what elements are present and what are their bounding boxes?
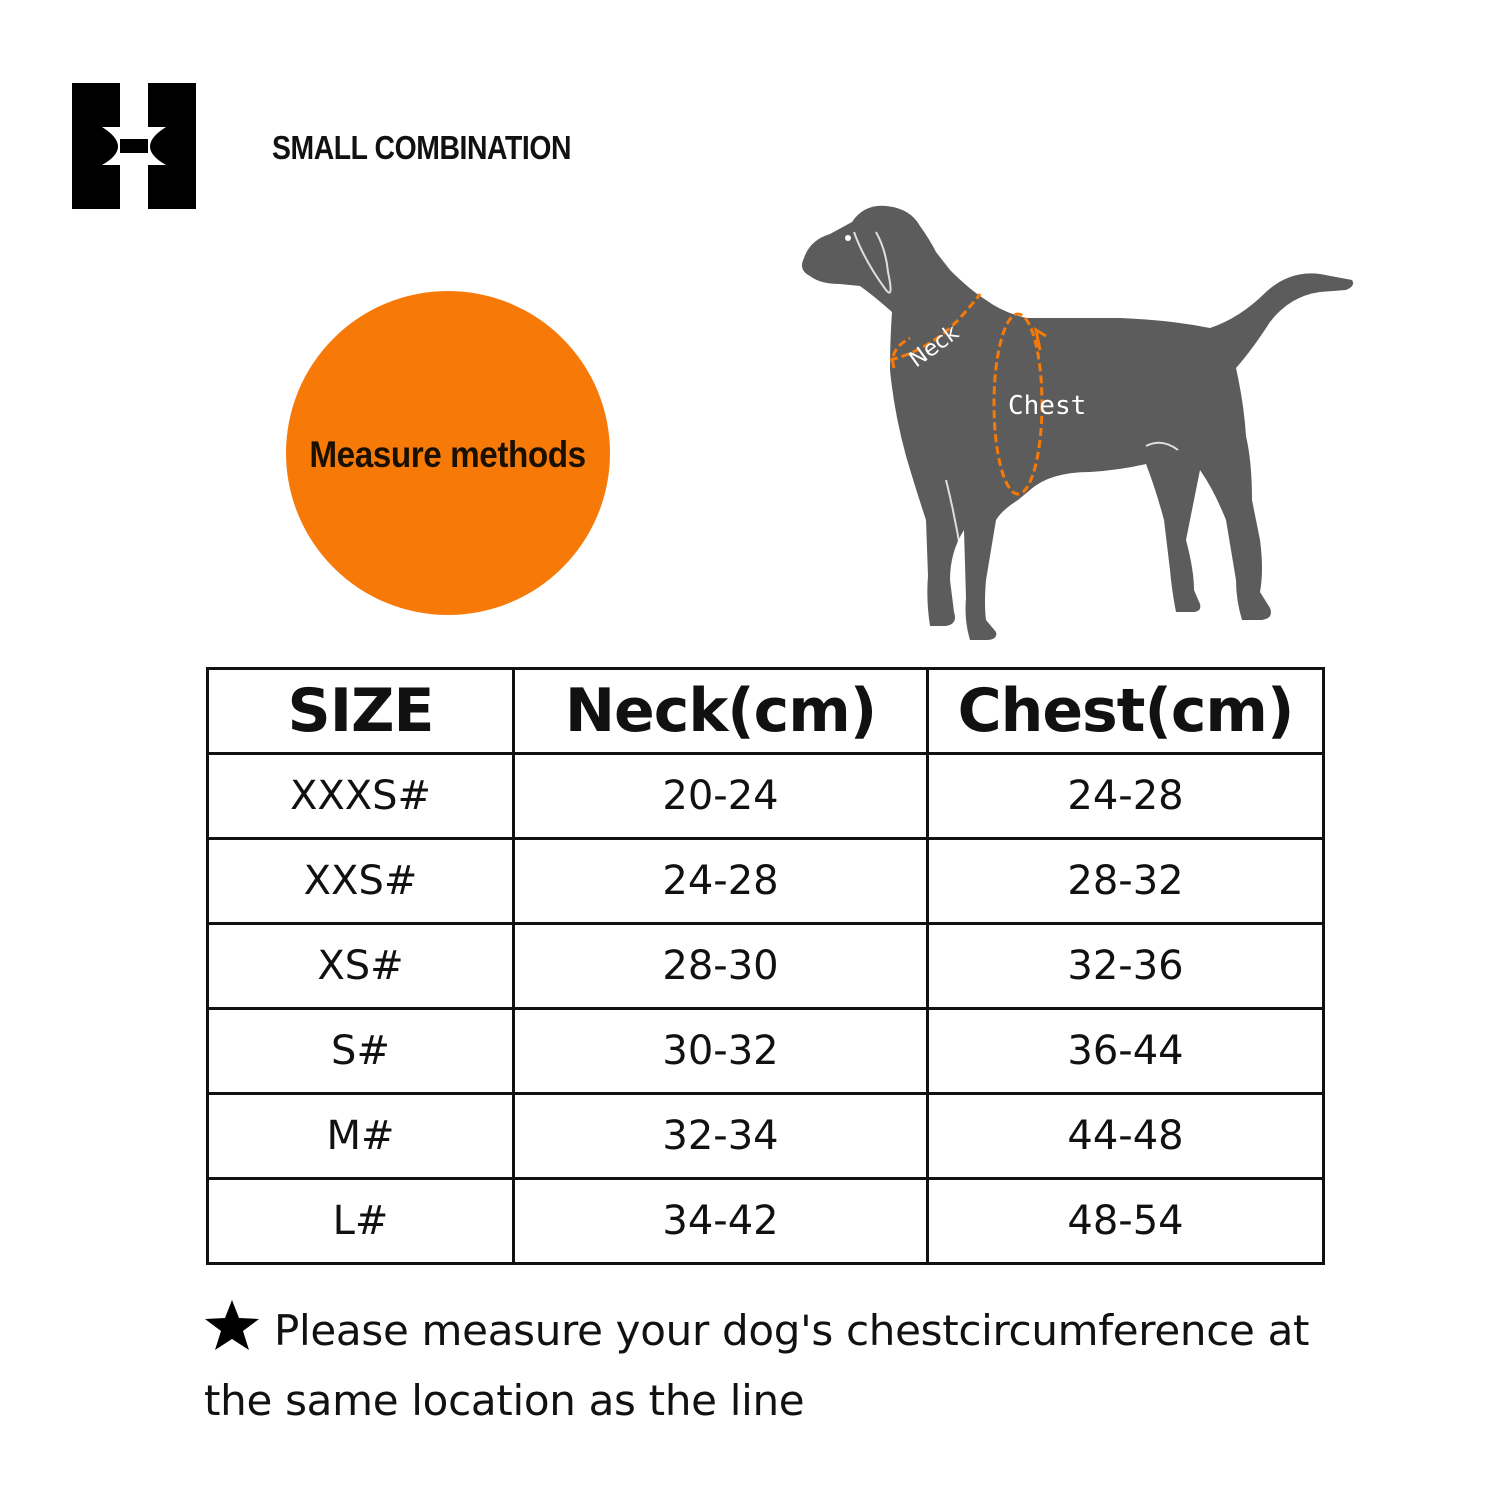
table-row: XXS# 24-28 28-32 [206, 837, 1325, 925]
table-header-row: SIZE Neck(cm) Chest(cm) [206, 667, 1325, 755]
neck-cell: 24-28 [512, 837, 929, 925]
dog-measurement-diagram: Neck Chest [802, 205, 1354, 641]
note-text: Please measure your dog's chestcircumfer… [204, 1306, 1310, 1425]
chest-cell: 44-48 [926, 1092, 1325, 1180]
brand-name: SMALL COMBINATION [272, 129, 572, 166]
chest-measure-line [992, 312, 1044, 496]
chest-cell: 36-44 [926, 1007, 1325, 1095]
neck-cell: 30-32 [512, 1007, 929, 1095]
neck-cell: 34-42 [512, 1177, 929, 1265]
table-row: M# 32-34 44-48 [206, 1092, 1325, 1180]
size-chart-table: SIZE Neck(cm) Chest(cm) XXXS# 20-24 24-2… [206, 667, 1325, 1265]
table-row: XS# 28-30 32-36 [206, 922, 1325, 1010]
chest-cell: 32-36 [926, 922, 1325, 1010]
table-row: L# 34-42 48-54 [206, 1177, 1325, 1265]
dog-silhouette [802, 205, 1354, 641]
measure-methods-label: Measure methods [309, 434, 587, 475]
header-neck: Neck(cm) [512, 667, 929, 755]
brand-logo: SMALL COMBINATION [72, 83, 571, 209]
size-cell: M# [206, 1092, 515, 1180]
star-icon [205, 1300, 259, 1350]
table-row: S# 30-32 36-44 [206, 1007, 1325, 1095]
table-row: XXXS# 20-24 24-28 [206, 752, 1325, 840]
header-chest: Chest(cm) [926, 667, 1325, 755]
size-cell: L# [206, 1177, 515, 1265]
size-cell: S# [206, 1007, 515, 1095]
chest-cell: 48-54 [926, 1177, 1325, 1265]
header-size: SIZE [206, 667, 515, 755]
chest-cell: 28-32 [926, 837, 1325, 925]
measure-methods-badge: Measure methods [286, 291, 610, 615]
neck-cell: 28-30 [512, 922, 929, 1010]
size-cell: XXS# [206, 837, 515, 925]
measurement-note: Please measure your dog's chestcircumfer… [204, 1296, 1334, 1436]
neck-cell: 32-34 [512, 1092, 929, 1180]
size-cell: XS# [206, 922, 515, 1010]
chest-label: Chest [1008, 391, 1086, 421]
neck-measure-line [889, 293, 982, 369]
size-cell: XXXS# [206, 752, 515, 840]
chest-cell: 24-28 [926, 752, 1325, 840]
brand-mark-icon [72, 83, 196, 209]
neck-cell: 20-24 [512, 752, 929, 840]
